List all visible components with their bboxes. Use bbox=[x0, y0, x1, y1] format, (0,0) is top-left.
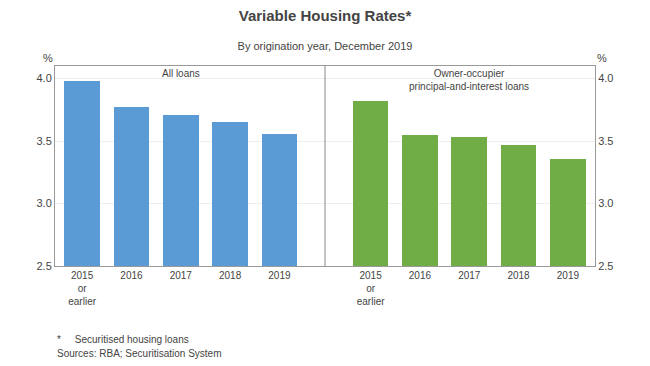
svg-text:Variable Housing Rates*: Variable Housing Rates* bbox=[239, 7, 412, 24]
svg-text:Owner-occupierprincipal-and-in: Owner-occupierprincipal-and-interest loa… bbox=[409, 68, 529, 92]
svg-text:2015orearlier: 2015orearlier bbox=[357, 270, 385, 307]
svg-text:By origination year, December: By origination year, December 2019 bbox=[238, 40, 413, 52]
svg-text:Sources: RBA; Securitisation S: Sources: RBA; Securitisation System bbox=[57, 348, 222, 359]
svg-text:%: % bbox=[43, 52, 53, 64]
svg-text:2.5: 2.5 bbox=[37, 260, 52, 272]
svg-text:3.5: 3.5 bbox=[37, 135, 52, 147]
svg-text:3.0: 3.0 bbox=[598, 197, 613, 209]
svg-text:2016: 2016 bbox=[409, 270, 432, 281]
svg-text:All loans: All loans bbox=[162, 68, 200, 79]
svg-text:2017: 2017 bbox=[458, 270, 481, 281]
svg-text:2.5: 2.5 bbox=[598, 260, 613, 272]
svg-text:3.5: 3.5 bbox=[598, 135, 613, 147]
svg-text:3.0: 3.0 bbox=[37, 197, 52, 209]
svg-text:2016: 2016 bbox=[120, 270, 143, 281]
svg-text:2018: 2018 bbox=[219, 270, 242, 281]
svg-text:%: % bbox=[597, 52, 607, 64]
svg-text:2018: 2018 bbox=[507, 270, 530, 281]
svg-text:2017: 2017 bbox=[170, 270, 193, 281]
svg-text:4.0: 4.0 bbox=[37, 72, 52, 84]
svg-text:2015orearlier: 2015orearlier bbox=[68, 270, 96, 307]
svg-text:4.0: 4.0 bbox=[598, 72, 613, 84]
svg-text:2019: 2019 bbox=[268, 270, 291, 281]
svg-text:* Securitised housing loan: * Securitised housing loans bbox=[57, 334, 189, 345]
svg-text:2019: 2019 bbox=[557, 270, 580, 281]
